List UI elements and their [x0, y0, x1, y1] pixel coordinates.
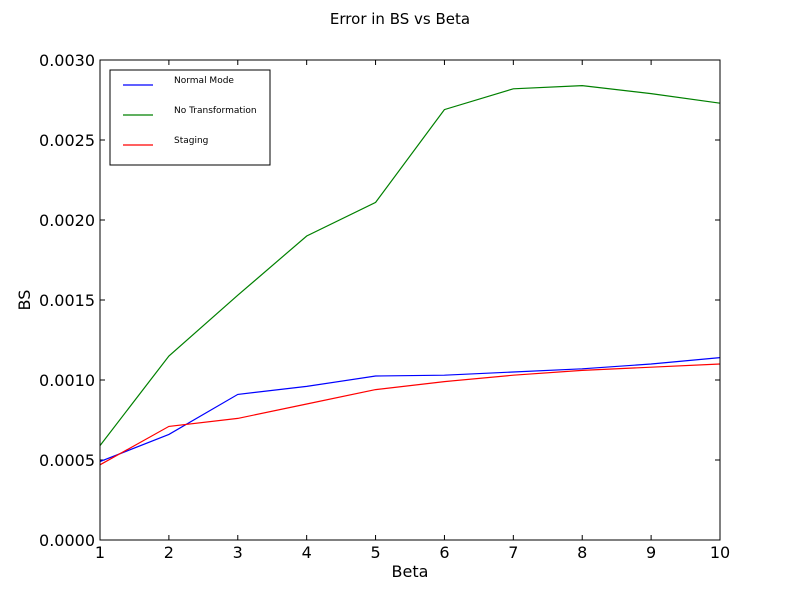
- legend: Normal Mode No Transformation Staging: [109, 69, 271, 166]
- y-tick-label: 0.0005: [39, 451, 95, 470]
- x-axis-label: Beta: [392, 562, 429, 581]
- x-tick-label: 2: [164, 543, 174, 562]
- chart-title: Error in BS vs Beta: [330, 10, 470, 28]
- x-tick-label: 8: [577, 543, 587, 562]
- y-axis-label: BS: [15, 290, 34, 311]
- x-tick-labels: 1 2 3 4 5 6 7 8 9 10: [95, 543, 730, 562]
- y-tick-label: 0.0030: [39, 51, 95, 70]
- series-lines: [99, 84, 721, 466]
- series-line-staging: [99, 363, 721, 466]
- x-tick-label: 4: [302, 543, 312, 562]
- x-tick-label: 3: [233, 543, 243, 562]
- y-tick-label: 0.0010: [39, 371, 95, 390]
- x-tick-label: 5: [370, 543, 380, 562]
- series-line-normal-mode: [99, 357, 721, 463]
- x-tick-label: 1: [95, 543, 105, 562]
- x-tick-label: 10: [710, 543, 730, 562]
- y-tick-label: 0.0025: [39, 131, 95, 150]
- plot-area-frame: [99, 59, 721, 541]
- x-tick-label: 9: [646, 543, 656, 562]
- legend-label-normal-mode: Normal Mode: [174, 76, 234, 86]
- legend-label-staging: Staging: [174, 136, 208, 146]
- y-tick-label: 0.0000: [39, 531, 95, 550]
- x-tick-label: 6: [439, 543, 449, 562]
- y-tick-label: 0.0015: [39, 291, 95, 310]
- series-line-no-transformation: [99, 84, 721, 446]
- y-tick-label: 0.0020: [39, 211, 95, 230]
- x-tick-label: 7: [508, 543, 518, 562]
- legend-label-no-transformation: No Transformation: [174, 106, 257, 116]
- y-tick-labels: 0.0000 0.0005 0.0010 0.0015 0.0020 0.0025 0.00…: [39, 51, 95, 550]
- legend-box: [109, 69, 271, 166]
